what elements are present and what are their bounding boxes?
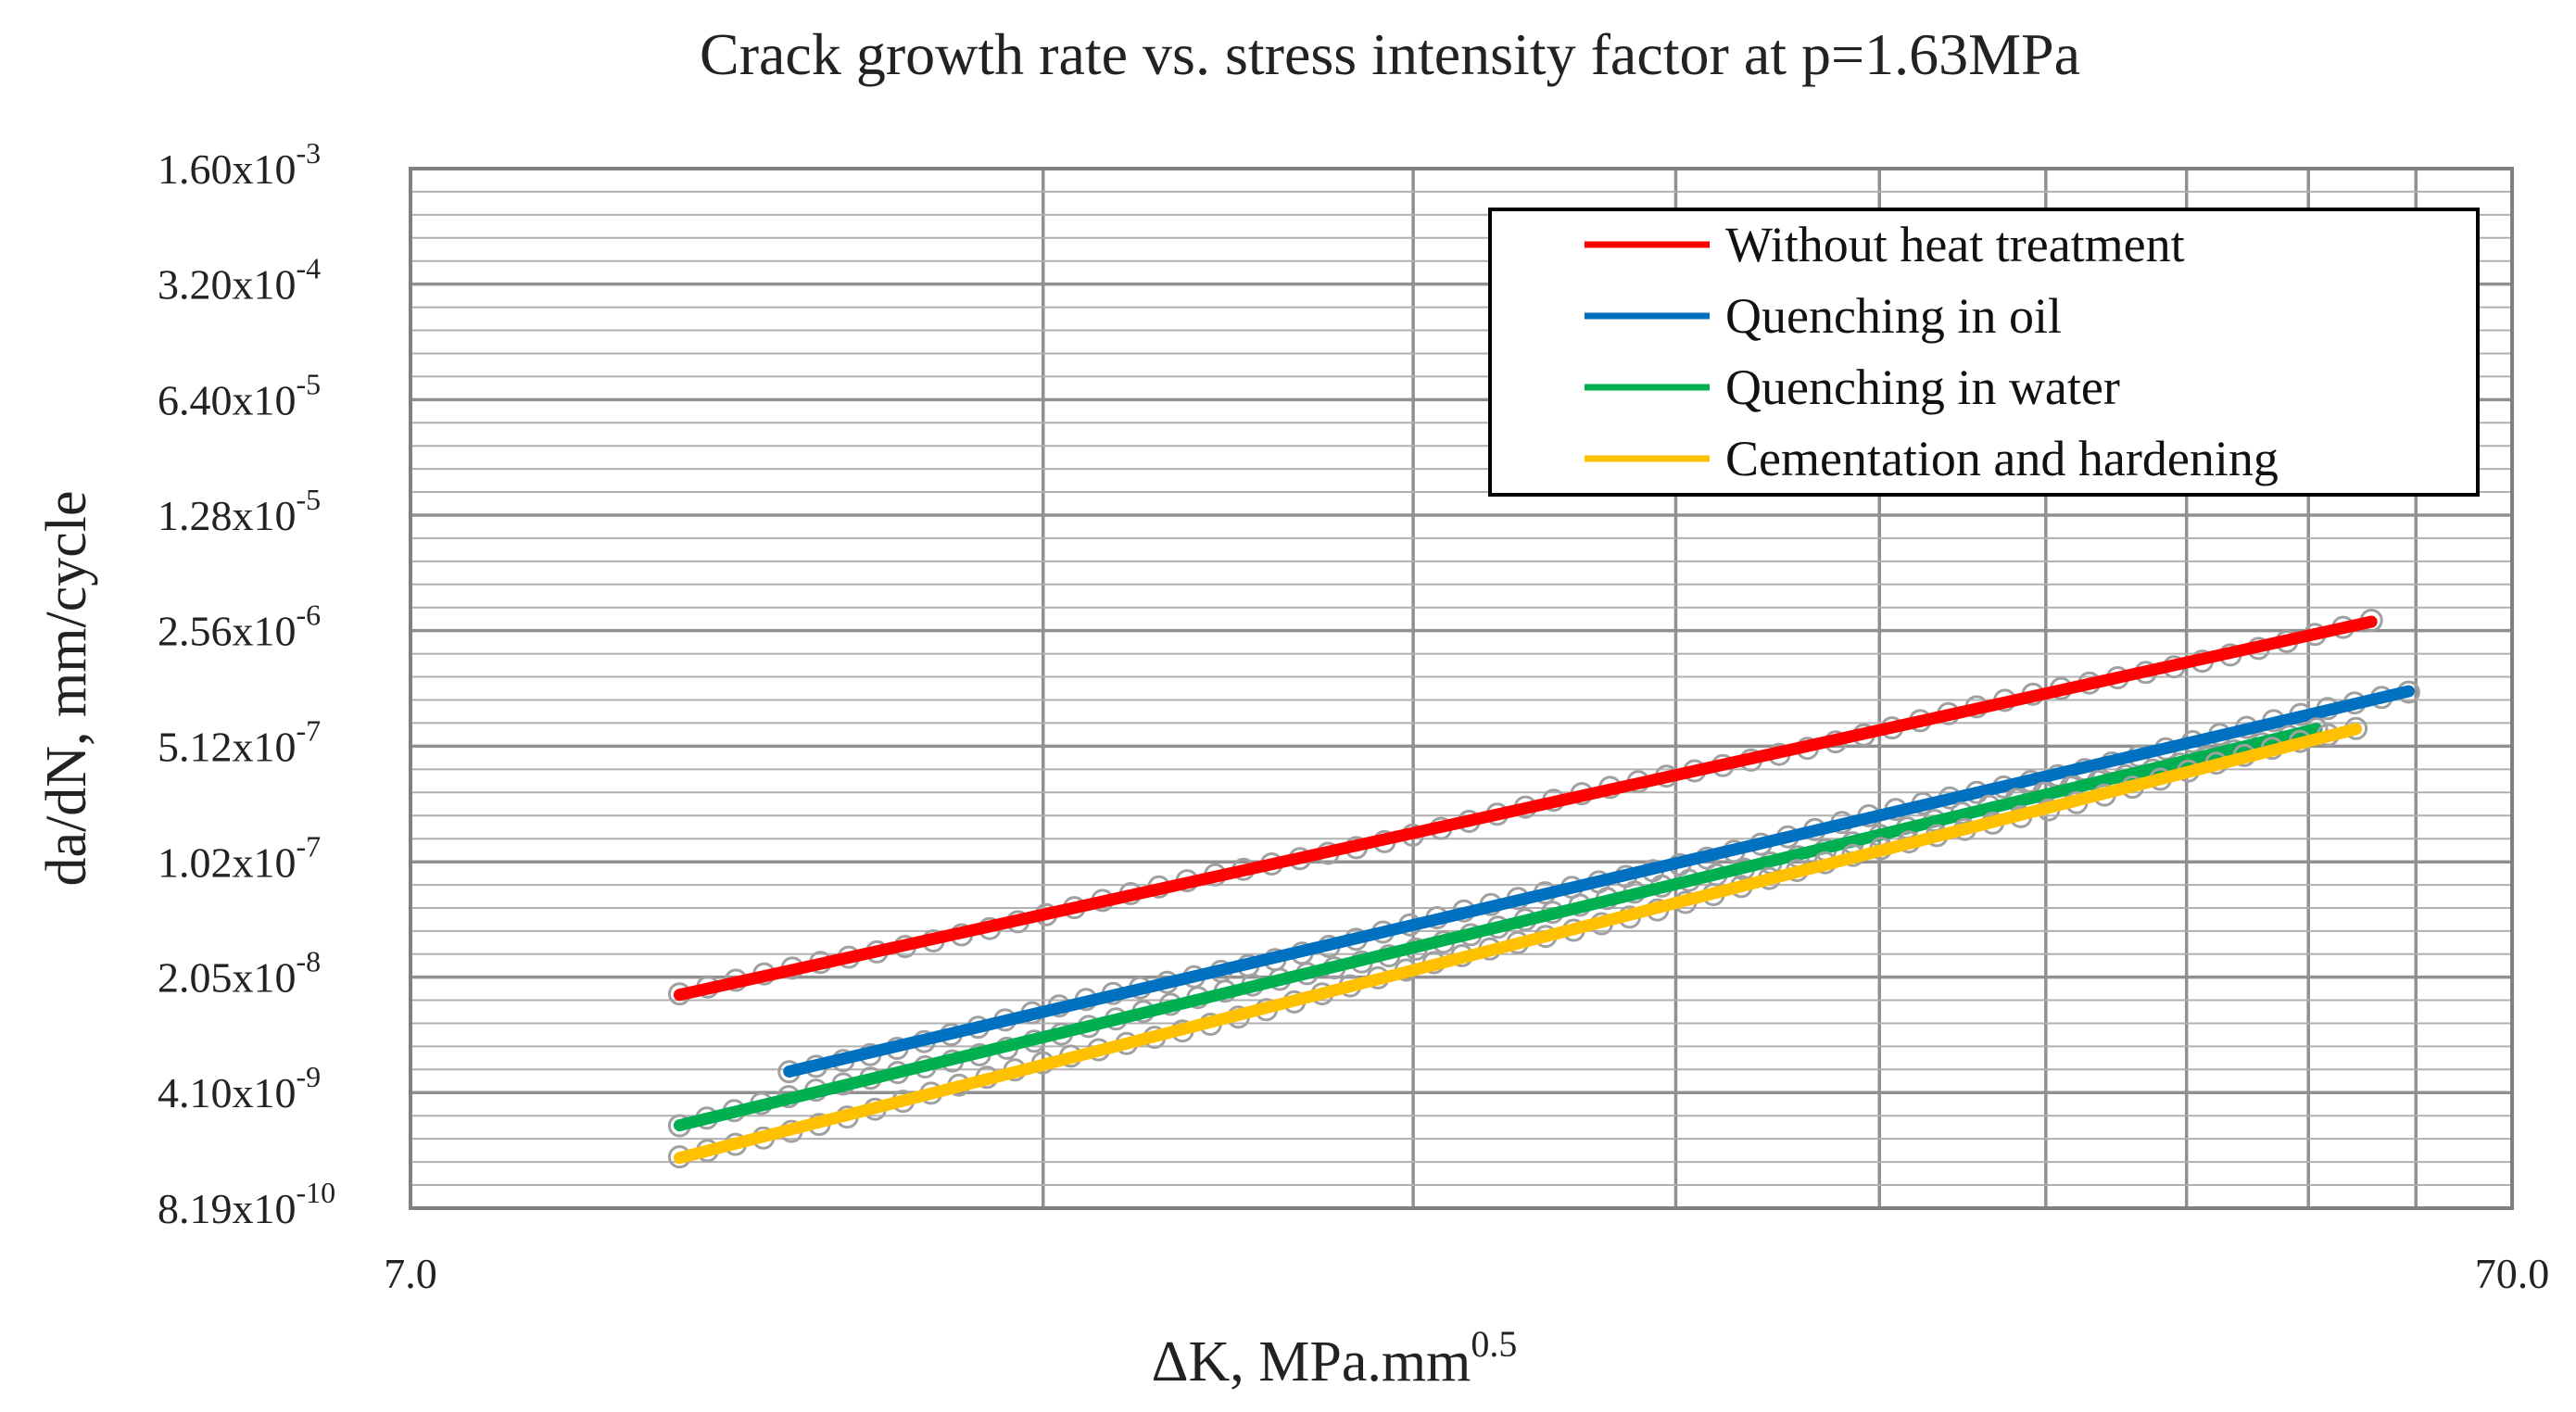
y-tick-label-0: 1.60x10-3 — [158, 136, 321, 193]
y-tick-mantissa: 5.12x10 — [158, 723, 297, 770]
y-tick-mantissa: 6.40x10 — [158, 376, 297, 423]
series-0 — [667, 609, 2383, 1006]
y-axis-label: da/dN, mm/cycle — [35, 491, 98, 887]
series-1-fit-line — [783, 685, 2415, 1078]
y-tick-mantissa: 3.20x10 — [158, 261, 297, 309]
y-tick-mantissa: 4.10x10 — [158, 1069, 297, 1116]
series-2 — [667, 717, 2329, 1138]
x-tick-label-0: 7.0 — [384, 1250, 437, 1297]
y-tick-exponent: -10 — [297, 1176, 336, 1209]
series-1 — [777, 680, 2420, 1084]
y-tick-mantissa: 1.28x10 — [158, 492, 297, 539]
y-tick-label-4: 2.56x10-6 — [158, 599, 321, 655]
y-tick-mantissa: 1.60x10 — [158, 145, 297, 193]
legend-label-0: Without heat treatment — [1725, 217, 2185, 272]
y-tick-exponent: -5 — [297, 483, 322, 516]
y-tick-mantissa: 2.05x10 — [158, 954, 297, 1002]
y-tick-exponent: -5 — [297, 367, 322, 400]
y-tick-label-6: 1.02x10-7 — [158, 829, 321, 886]
y-tick-label-1: 3.20x10-4 — [158, 252, 321, 309]
x-tick-labels: 7.0 70.0 — [384, 1250, 2549, 1297]
x-axis-label: ΔK, MPa.mm0.5 — [1152, 1323, 1518, 1393]
series-3 — [667, 716, 2368, 1169]
y-tick-label-2: 6.40x10-5 — [158, 367, 321, 423]
y-tick-exponent: -7 — [297, 713, 322, 747]
series-2-fit-line — [673, 723, 2323, 1132]
legend-box — [1488, 208, 2480, 497]
series-layer — [667, 609, 2420, 1169]
y-tick-exponent: -9 — [297, 1060, 322, 1093]
y-tick-label-9: 8.19x10-10 — [158, 1176, 335, 1232]
y-tick-exponent: -7 — [297, 829, 322, 863]
chart-title: Crack growth rate vs. stress intensity f… — [700, 21, 2080, 87]
y-tick-exponent: -3 — [297, 136, 322, 170]
y-tick-labels: 1.60x10-33.20x10-46.40x10-51.28x10-52.56… — [158, 136, 335, 1232]
y-tick-mantissa: 8.19x10 — [158, 1185, 297, 1232]
x-axis-label-exponent: 0.5 — [1471, 1323, 1517, 1365]
y-tick-exponent: -8 — [297, 945, 322, 978]
legend-label-1: Quenching in oil — [1725, 288, 2062, 344]
x-axis-label-main: ΔK, MPa.mm — [1152, 1330, 1471, 1393]
legend: Without heat treatment Quenching in oil Qu… — [1488, 208, 2480, 497]
plot-frame — [409, 167, 2514, 1210]
series-3-fit-line — [673, 723, 2363, 1165]
y-tick-mantissa: 1.02x10 — [158, 838, 297, 886]
legend-label-2: Quenching in water — [1725, 359, 2120, 415]
y-tick-label-7: 2.05x10-8 — [158, 945, 321, 1002]
y-tick-label-3: 1.28x10-5 — [158, 483, 321, 539]
y-tick-label-8: 4.10x10-9 — [158, 1060, 321, 1116]
y-tick-mantissa: 2.56x10 — [158, 608, 297, 655]
x-tick-label-1: 70.0 — [2475, 1250, 2550, 1297]
y-tick-exponent: -6 — [297, 599, 322, 632]
legend-label-3: Cementation and hardening — [1725, 431, 2279, 486]
y-tick-label-5: 5.12x10-7 — [158, 713, 321, 770]
series-0-fit-line — [673, 615, 2378, 1002]
y-tick-exponent: -4 — [297, 252, 322, 285]
